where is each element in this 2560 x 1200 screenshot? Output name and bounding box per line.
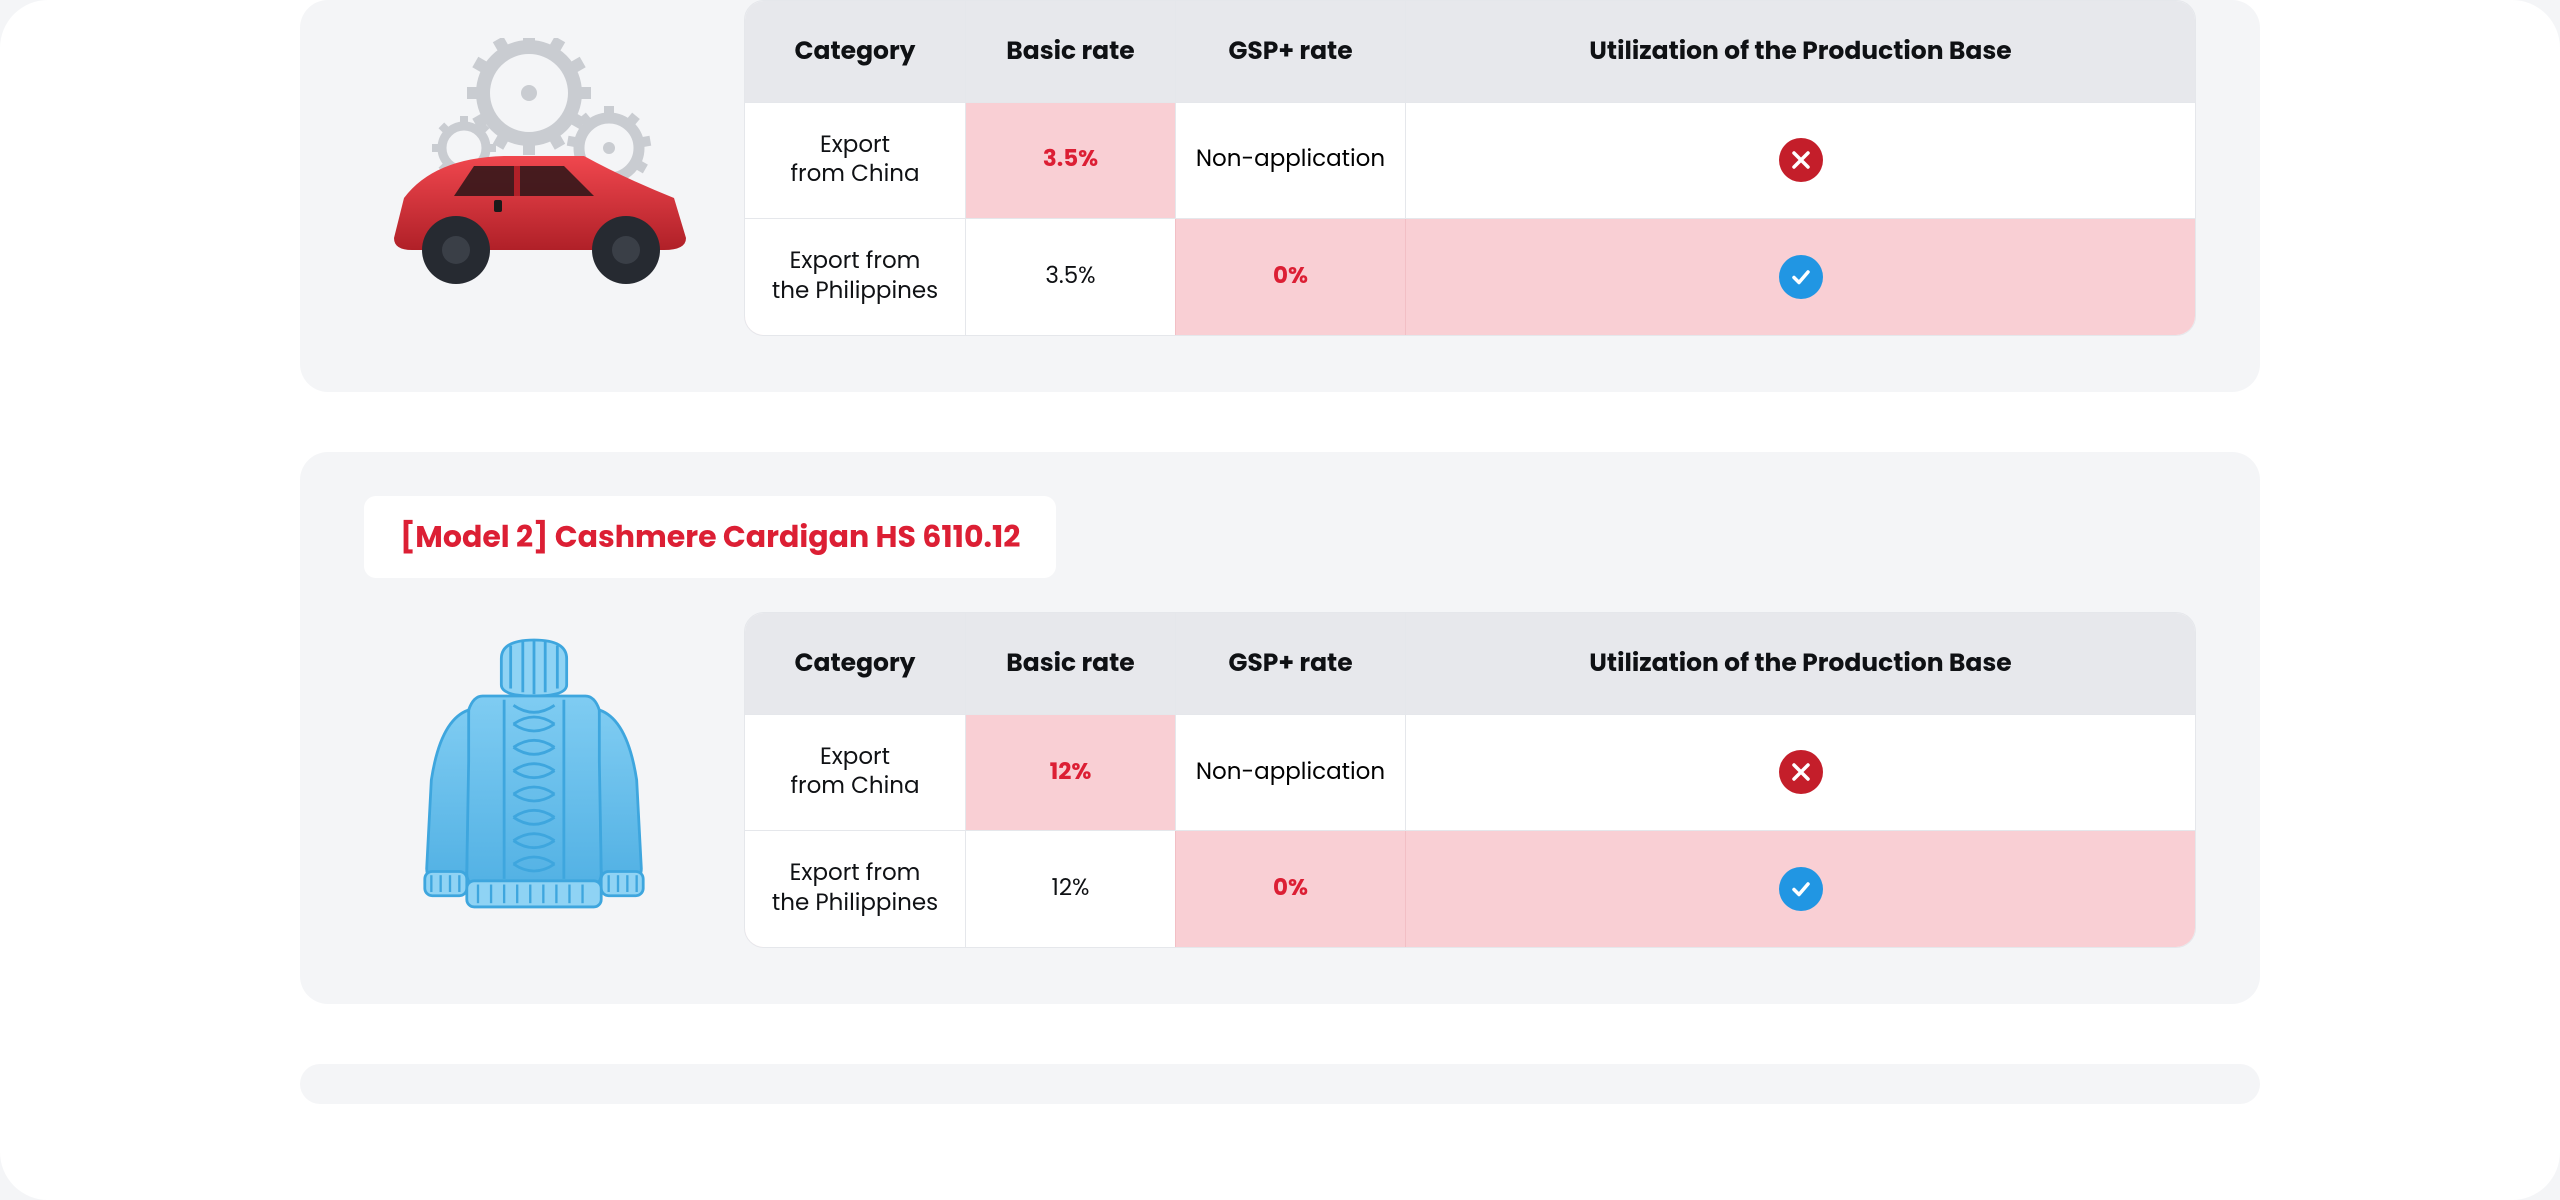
sweater-illustration: [364, 630, 704, 930]
table-row: Export fromthe Philippines 12% 0%: [745, 830, 2195, 947]
cell-basic-rate: 12%: [965, 831, 1175, 947]
model2-title-pill: [Model 2] Cashmere Cardigan HS 6110.12: [364, 496, 1056, 578]
cell-category: Export fromthe Philippines: [745, 831, 965, 947]
cell-category: Exportfrom China: [745, 715, 965, 831]
cell-utilization: [1405, 219, 2195, 335]
model1-table: Category Basic rate GSP+ rate Utilizatio…: [744, 0, 2196, 336]
model3-panel-top: [300, 1064, 2260, 1104]
cell-basic-rate: 3.5%: [965, 219, 1175, 335]
model2-title: [Model 2] Cashmere Cardigan HS 6110.12: [400, 514, 1020, 560]
cell-gsp-rate: 0%: [1175, 831, 1405, 947]
col-utilization: Utilization of the Production Base: [1405, 613, 2195, 714]
model2-table: Category Basic rate GSP+ rate Utilizatio…: [744, 612, 2196, 948]
model1-panel: Category Basic rate GSP+ rate Utilizatio…: [300, 0, 2260, 392]
col-basic-rate: Basic rate: [965, 1, 1175, 102]
cell-gsp-rate: Non-application: [1175, 103, 1405, 219]
cell-utilization: [1405, 715, 2195, 831]
col-category: Category: [745, 1, 965, 102]
col-category: Category: [745, 613, 965, 714]
cell-category: Exportfrom China: [745, 103, 965, 219]
model2-panel: [Model 2] Cashmere Cardigan HS 6110.12: [300, 452, 2260, 1004]
cell-utilization: [1405, 103, 2195, 219]
cell-utilization: [1405, 831, 2195, 947]
check-icon: [1779, 255, 1823, 299]
cell-basic-rate: 12%: [965, 715, 1175, 831]
table-row: Exportfrom China 3.5% Non-application: [745, 102, 2195, 219]
col-utilization: Utilization of the Production Base: [1405, 1, 2195, 102]
cell-gsp-rate: Non-application: [1175, 715, 1405, 831]
table-row: Exportfrom China 12% Non-application: [745, 714, 2195, 831]
cell-basic-rate: 3.5%: [965, 103, 1175, 219]
col-basic-rate: Basic rate: [965, 613, 1175, 714]
cell-category: Export fromthe Philippines: [745, 219, 965, 335]
table-header: Category Basic rate GSP+ rate Utilizatio…: [745, 613, 2195, 714]
col-gsp-rate: GSP+ rate: [1175, 1, 1405, 102]
cross-icon: [1779, 750, 1823, 794]
col-gsp-rate: GSP+ rate: [1175, 613, 1405, 714]
car-illustration: [364, 18, 704, 318]
table-header: Category Basic rate GSP+ rate Utilizatio…: [745, 1, 2195, 102]
cross-icon: [1779, 138, 1823, 182]
check-icon: [1779, 867, 1823, 911]
cell-gsp-rate: 0%: [1175, 219, 1405, 335]
table-row: Export fromthe Philippines 3.5% 0%: [745, 218, 2195, 335]
